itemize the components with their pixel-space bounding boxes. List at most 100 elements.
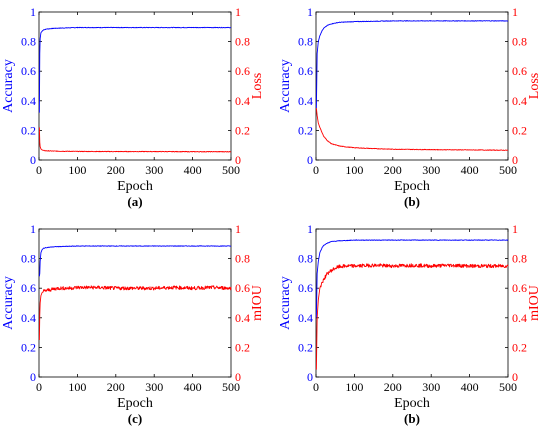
x-tick-label: 500	[222, 163, 240, 177]
y2-tick-label: 1	[235, 5, 241, 19]
y2-tick-label: 0.8	[235, 35, 250, 49]
y-tick-label: 0.2	[21, 340, 36, 354]
y-tick-label: 0.8	[21, 252, 36, 266]
x-tick-label: 300	[145, 380, 163, 394]
y2-tick-label: 0	[235, 370, 241, 384]
y-tick-label: 0.8	[298, 35, 313, 49]
x-axis-label: Epoch	[394, 396, 430, 411]
y-tick-label: 1	[30, 5, 36, 19]
y2-axis-label: mIOU	[527, 285, 542, 321]
chart-panel-a: 0 100 200 300 400 50000.20.40.60.8100.20.40.6…	[1, 5, 265, 209]
left-axis-series-line	[315, 20, 509, 109]
y-tick-label: 0.2	[21, 123, 36, 137]
y-tick-label: 0	[307, 153, 313, 167]
x-tick-label: 200	[107, 380, 125, 394]
x-tick-label: 300	[422, 163, 440, 177]
x-tick-label: 0	[36, 380, 42, 394]
y-tick-label: 0.6	[21, 281, 36, 295]
chart-panel-d: 0 100 200 300 400 50000.20.40.60.8100.20.40.6…	[278, 222, 542, 426]
y-tick-label: 0	[30, 370, 36, 384]
right-axis-series-line	[38, 285, 232, 341]
y-tick-label: 0.4	[298, 94, 313, 108]
y-tick-label: 0.6	[21, 64, 36, 78]
y-axis-label: Accuracy	[1, 59, 16, 113]
y2-tick-label: 0.2	[512, 123, 527, 137]
x-tick-label: 200	[107, 163, 125, 177]
left-axis-series-line	[38, 245, 232, 277]
y2-tick-label: 0.6	[235, 281, 250, 295]
x-tick-label: 300	[422, 380, 440, 394]
y-tick-label: 0	[307, 370, 313, 384]
y2-tick-label: 0.4	[235, 94, 250, 108]
plot-frame	[38, 228, 232, 378]
x-tick-label: 100	[345, 380, 363, 394]
right-axis-series-line	[38, 127, 232, 153]
plot-frame	[315, 228, 509, 378]
y2-tick-label: 0.8	[512, 252, 527, 266]
panel-caption: (b)	[404, 411, 420, 426]
y2-tick-label: 0.4	[512, 311, 527, 325]
x-tick-label: 400	[184, 163, 202, 177]
y2-tick-label: 0.4	[512, 94, 527, 108]
panel-caption: (c)	[128, 411, 142, 426]
x-tick-label: 400	[184, 380, 202, 394]
chart-panel-b: 0 100 200 300 400 50000.20.40.60.8100.20.40.6…	[278, 5, 542, 209]
y-tick-label: 0.2	[298, 123, 313, 137]
y2-tick-label: 1	[235, 222, 241, 236]
y2-tick-label: 0	[512, 153, 518, 167]
y-tick-label: 1	[307, 222, 313, 236]
y-tick-label: 0.2	[298, 340, 313, 354]
y2-axis-label: Loss	[527, 73, 542, 99]
x-tick-label: 100	[68, 163, 86, 177]
y2-tick-label: 0.6	[512, 281, 527, 295]
y-axis-label: Accuracy	[1, 276, 16, 330]
y2-axis-label: mIOU	[250, 285, 265, 321]
x-tick-label: 400	[461, 163, 479, 177]
x-tick-label: 0	[36, 163, 42, 177]
y-tick-label: 0.8	[298, 252, 313, 266]
y2-tick-label: 0	[235, 153, 241, 167]
y-tick-label: 0.6	[298, 281, 313, 295]
x-tick-label: 0	[313, 380, 319, 394]
y-tick-label: 0.4	[21, 311, 36, 325]
plot-frame	[38, 11, 232, 161]
right-axis-series-line	[315, 263, 509, 370]
panel-caption: (b)	[404, 194, 420, 209]
y-axis-label: Accuracy	[278, 276, 293, 330]
y2-tick-label: 0.8	[235, 252, 250, 266]
x-tick-label: 300	[145, 163, 163, 177]
x-tick-label: 500	[499, 163, 517, 177]
y-tick-label: 0.6	[298, 64, 313, 78]
y2-tick-label: 0	[512, 370, 518, 384]
y2-tick-label: 0.6	[235, 64, 250, 78]
x-tick-label: 400	[461, 380, 479, 394]
x-axis-label: Epoch	[394, 179, 430, 194]
x-axis-label: Epoch	[117, 179, 153, 194]
y-tick-label: 0.4	[21, 94, 36, 108]
y2-tick-label: 0.8	[512, 35, 527, 49]
right-axis-series-line	[315, 108, 509, 151]
y-tick-label: 1	[30, 222, 36, 236]
x-tick-label: 500	[499, 380, 517, 394]
x-axis-label: Epoch	[117, 396, 153, 411]
y2-tick-label: 0.4	[235, 311, 250, 325]
x-tick-label: 0	[313, 163, 319, 177]
y-tick-label: 1	[307, 5, 313, 19]
y2-tick-label: 1	[512, 222, 518, 236]
y-tick-label: 0.8	[21, 35, 36, 49]
x-tick-label: 100	[68, 380, 86, 394]
y2-tick-label: 0.2	[235, 123, 250, 137]
panel-caption: (a)	[127, 194, 142, 209]
x-tick-label: 100	[345, 163, 363, 177]
plot-frame	[315, 11, 509, 161]
y2-tick-label: 1	[512, 5, 518, 19]
left-axis-series-line	[38, 26, 232, 113]
y-tick-label: 0.4	[298, 311, 313, 325]
chart-panel-c: 0 100 200 300 400 50000.20.40.60.8100.20.40.6…	[1, 222, 265, 426]
x-tick-label: 200	[384, 380, 402, 394]
y2-tick-label: 0.2	[512, 340, 527, 354]
y2-axis-label: Loss	[250, 73, 265, 99]
left-axis-series-line	[315, 239, 509, 318]
y-tick-label: 0	[30, 153, 36, 167]
